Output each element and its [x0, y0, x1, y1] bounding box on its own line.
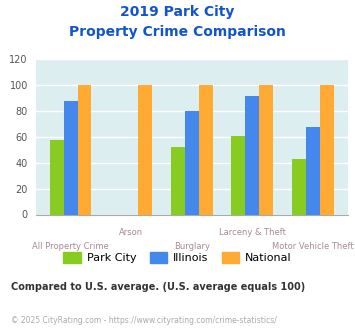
Bar: [259, 85, 273, 214]
Bar: [245, 96, 259, 214]
Text: Motor Vehicle Theft: Motor Vehicle Theft: [272, 242, 354, 251]
Bar: [306, 127, 320, 214]
Text: © 2025 CityRating.com - https://www.cityrating.com/crime-statistics/: © 2025 CityRating.com - https://www.city…: [11, 316, 277, 325]
Bar: [50, 140, 64, 214]
Bar: [231, 136, 245, 214]
Legend: Park City, Illinois, National: Park City, Illinois, National: [59, 248, 296, 267]
Bar: [199, 85, 213, 214]
Bar: [171, 147, 185, 214]
Bar: [138, 85, 152, 214]
Bar: [320, 85, 334, 214]
Bar: [64, 101, 77, 214]
Text: Property Crime Comparison: Property Crime Comparison: [69, 25, 286, 39]
Bar: [77, 85, 92, 214]
Text: Compared to U.S. average. (U.S. average equals 100): Compared to U.S. average. (U.S. average …: [11, 282, 305, 292]
Text: Larceny & Theft: Larceny & Theft: [219, 228, 286, 237]
Text: Arson: Arson: [119, 228, 143, 237]
Text: Burglary: Burglary: [174, 242, 210, 251]
Bar: [185, 111, 199, 214]
Text: 2019 Park City: 2019 Park City: [120, 5, 235, 19]
Text: All Property Crime: All Property Crime: [32, 242, 109, 251]
Bar: [292, 159, 306, 214]
